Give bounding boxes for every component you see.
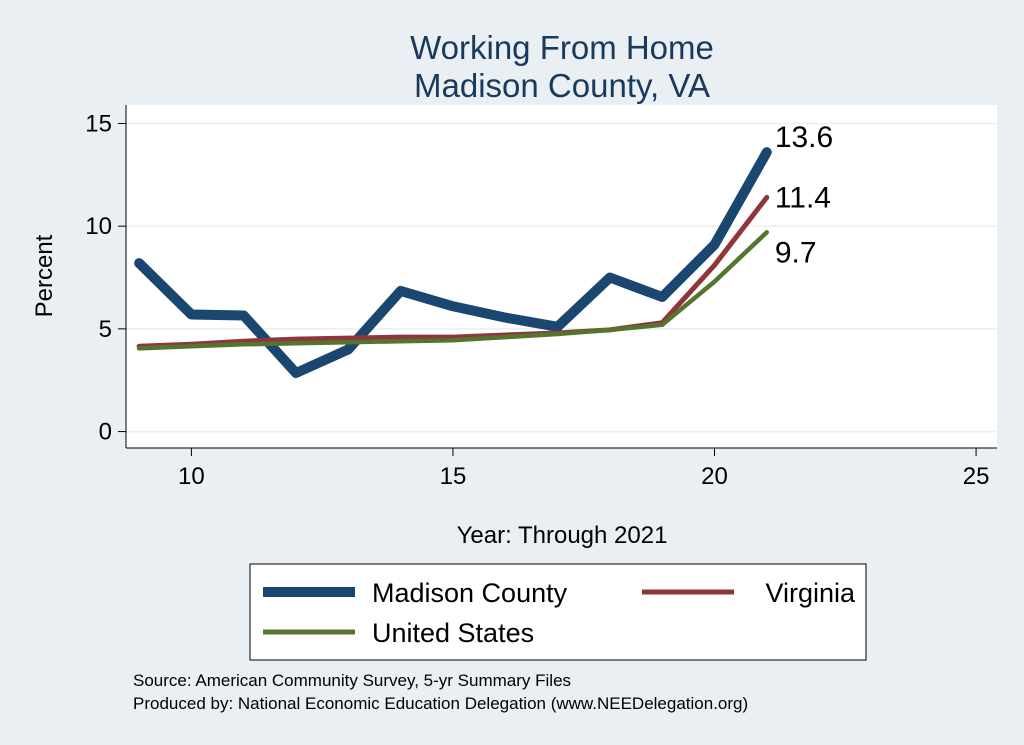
x-tick-label-20: 20 <box>701 463 728 490</box>
end-labels: 13.6 11.4 9.7 <box>775 121 833 269</box>
end-label-united-states: 9.7 <box>775 236 817 269</box>
source-note: Source: American Community Survey, 5-yr … <box>133 671 571 690</box>
legend-label-united-states: United States <box>372 618 534 648</box>
chart-title-line-2: Madison County, VA <box>414 67 710 104</box>
legend-label-virginia: Virginia <box>765 578 856 608</box>
plot-area <box>126 105 997 448</box>
y-tick-label-5: 5 <box>99 316 112 343</box>
x-tick-label-25: 25 <box>963 463 990 490</box>
x-axis-ticks: 10 15 20 25 <box>178 448 989 490</box>
y-tick-label-10: 10 <box>85 213 112 240</box>
y-tick-label-15: 15 <box>85 110 112 137</box>
x-tick-label-10: 10 <box>178 463 205 490</box>
legend-box <box>249 563 867 661</box>
series-line-madison-county <box>134 147 772 378</box>
chart-title-line-1: Working From Home <box>410 29 714 66</box>
produced-by-note: Produced by: National Economic Education… <box>133 694 748 713</box>
x-axis-label: Year: Through 2021 <box>457 522 668 549</box>
end-label-virginia: 11.4 <box>775 181 831 214</box>
series-line-united-states <box>136 230 770 351</box>
x-tick-label-15: 15 <box>440 463 467 490</box>
y-tick-label-0: 0 <box>99 419 112 446</box>
legend-label-madison-county: Madison County <box>372 578 568 608</box>
end-label-madison-county: 13.6 <box>775 121 833 154</box>
y-axis-ticks: 0 5 10 15 <box>85 110 126 446</box>
y-axis-label: Percent <box>31 234 58 317</box>
series-lines <box>134 147 772 378</box>
